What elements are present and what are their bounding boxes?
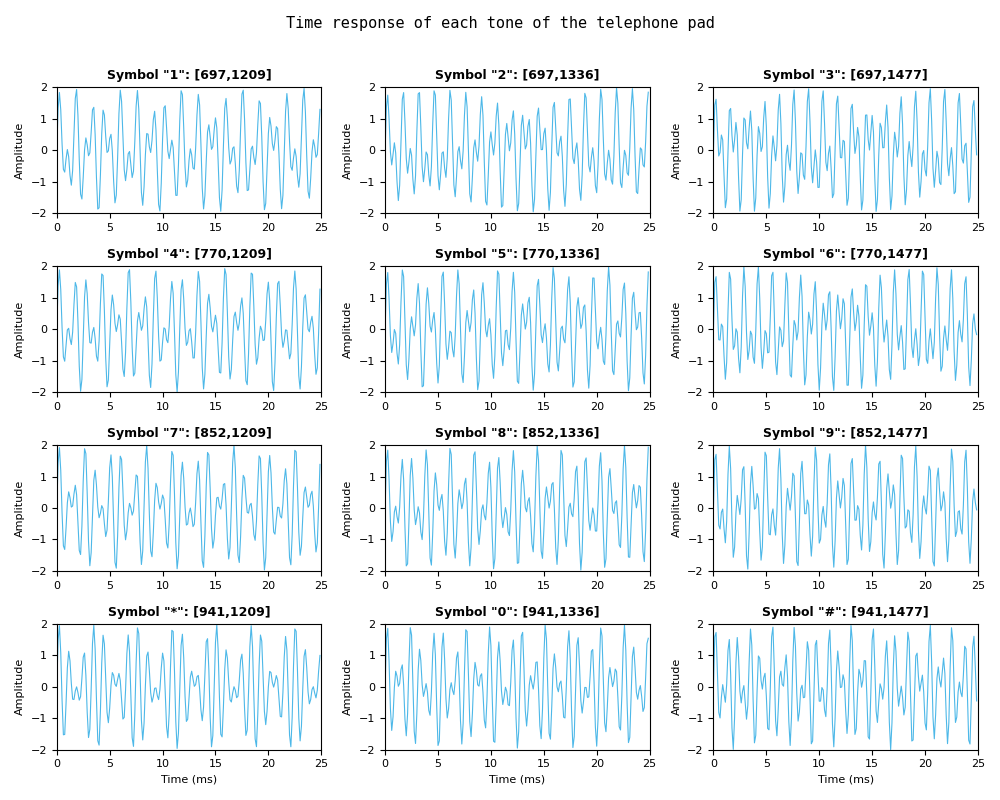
Title: Symbol "6": [770,1477]: Symbol "6": [770,1477] [763,248,928,261]
X-axis label: Time (ms): Time (ms) [161,775,217,785]
Title: Symbol "3": [697,1477]: Symbol "3": [697,1477] [763,69,928,82]
Title: Symbol "9": [852,1477]: Symbol "9": [852,1477] [763,426,928,440]
Y-axis label: Amplitude: Amplitude [15,122,25,179]
X-axis label: Time (ms): Time (ms) [818,775,874,785]
Y-axis label: Amplitude: Amplitude [15,658,25,715]
Title: Symbol "2": [697,1336]: Symbol "2": [697,1336] [435,69,600,82]
Title: Symbol "8": [852,1336]: Symbol "8": [852,1336] [435,426,600,440]
Y-axis label: Amplitude: Amplitude [672,479,682,537]
Y-axis label: Amplitude: Amplitude [343,122,353,179]
Text: Time response of each tone of the telephone pad: Time response of each tone of the teleph… [286,16,714,31]
Title: Symbol "4": [770,1209]: Symbol "4": [770,1209] [107,248,272,261]
Y-axis label: Amplitude: Amplitude [15,479,25,537]
Title: Symbol "#": [941,1477]: Symbol "#": [941,1477] [762,606,929,618]
Title: Symbol "*": [941,1209]: Symbol "*": [941,1209] [108,606,270,618]
Y-axis label: Amplitude: Amplitude [343,658,353,715]
Y-axis label: Amplitude: Amplitude [15,301,25,358]
Y-axis label: Amplitude: Amplitude [343,301,353,358]
Title: Symbol "7": [852,1209]: Symbol "7": [852,1209] [107,426,271,440]
Y-axis label: Amplitude: Amplitude [672,658,682,715]
Y-axis label: Amplitude: Amplitude [672,122,682,179]
X-axis label: Time (ms): Time (ms) [489,775,545,785]
Title: Symbol "0": [941,1336]: Symbol "0": [941,1336] [435,606,600,618]
Title: Symbol "5": [770,1336]: Symbol "5": [770,1336] [435,248,600,261]
Y-axis label: Amplitude: Amplitude [672,301,682,358]
Y-axis label: Amplitude: Amplitude [343,479,353,537]
Title: Symbol "1": [697,1209]: Symbol "1": [697,1209] [107,69,271,82]
